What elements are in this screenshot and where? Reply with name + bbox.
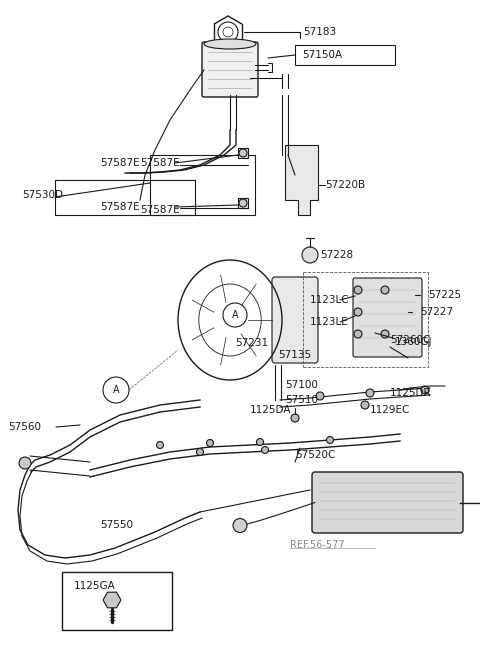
Text: 57587E: 57587E [100, 158, 140, 168]
Text: 57587E: 57587E [140, 205, 180, 215]
Circle shape [381, 330, 389, 338]
Circle shape [223, 303, 247, 327]
Text: 57220B: 57220B [325, 180, 365, 190]
Circle shape [366, 389, 374, 397]
Text: 57550: 57550 [100, 520, 133, 530]
Text: 57530D: 57530D [22, 190, 63, 200]
Ellipse shape [204, 39, 256, 49]
FancyBboxPatch shape [312, 472, 463, 533]
Text: 57587E: 57587E [100, 202, 140, 212]
FancyBboxPatch shape [272, 277, 318, 363]
Circle shape [239, 199, 247, 207]
Circle shape [326, 436, 334, 443]
Circle shape [262, 447, 268, 453]
Circle shape [354, 330, 362, 338]
Circle shape [421, 386, 429, 394]
Text: 57510: 57510 [285, 395, 318, 405]
Text: 57150A: 57150A [302, 50, 342, 60]
Text: 1129EC: 1129EC [370, 405, 410, 415]
Text: 1125DR: 1125DR [390, 388, 432, 398]
Text: 57227: 57227 [420, 307, 453, 317]
Circle shape [354, 286, 362, 294]
Circle shape [19, 457, 31, 469]
Text: 57183: 57183 [303, 27, 336, 37]
Text: 57260C: 57260C [390, 335, 431, 345]
Text: A: A [113, 385, 120, 395]
Text: 57228: 57228 [320, 250, 353, 260]
Text: 1123LC: 1123LC [310, 295, 349, 305]
Circle shape [381, 286, 389, 294]
Circle shape [239, 149, 247, 157]
Polygon shape [238, 198, 248, 208]
FancyBboxPatch shape [353, 278, 422, 357]
Text: 1123LE: 1123LE [310, 317, 349, 327]
Text: REF.56-577: REF.56-577 [290, 540, 345, 550]
Polygon shape [285, 145, 318, 215]
Text: 1125DA: 1125DA [250, 405, 291, 415]
Circle shape [156, 441, 164, 449]
Polygon shape [238, 148, 248, 158]
Circle shape [291, 414, 299, 422]
Text: A: A [232, 310, 238, 320]
Circle shape [302, 247, 318, 263]
Bar [62, 572, 172, 630]
Circle shape [103, 377, 129, 403]
Circle shape [361, 401, 369, 409]
Circle shape [206, 440, 214, 447]
Circle shape [256, 438, 264, 445]
Circle shape [354, 308, 362, 316]
Text: 57520C: 57520C [295, 450, 336, 460]
Text: 57231: 57231 [235, 338, 268, 348]
Text: 57560: 57560 [8, 422, 41, 432]
Circle shape [196, 449, 204, 455]
Text: 57135: 57135 [278, 350, 311, 360]
Text: 57587E: 57587E [140, 158, 180, 168]
Text: 57100: 57100 [285, 380, 318, 390]
Text: 57225: 57225 [428, 290, 461, 300]
FancyBboxPatch shape [202, 42, 258, 97]
Text: 1125GA: 1125GA [74, 581, 116, 591]
Circle shape [316, 392, 324, 400]
Circle shape [233, 518, 247, 533]
Text: 1360GJ: 1360GJ [395, 337, 432, 347]
